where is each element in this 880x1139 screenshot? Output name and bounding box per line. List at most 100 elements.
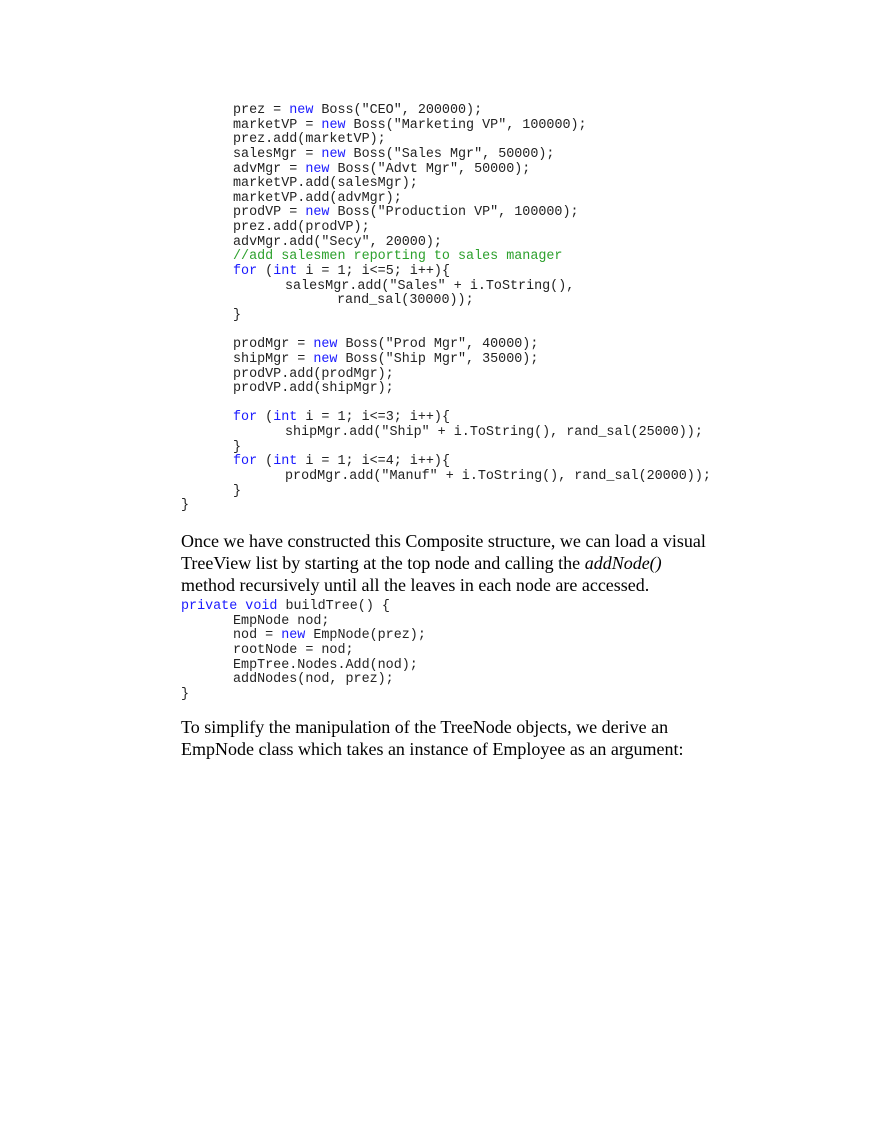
code-line: marketVP.add(salesMgr); xyxy=(181,176,711,192)
code-line: prodVP.add(prodMgr); xyxy=(181,366,711,383)
code-line: prez.add(prodVP); xyxy=(181,220,711,236)
text-line: Once we have constructed this Composite … xyxy=(181,530,706,552)
code-line: advMgr = new Boss("Advt Mgr", 50000); xyxy=(181,161,711,178)
code-token: } xyxy=(181,498,190,514)
code-line: marketVP.add(advMgr); xyxy=(181,190,711,207)
code-keyword: new xyxy=(313,351,338,367)
code-token: marketVP.add(advMgr); xyxy=(233,190,402,206)
code-keyword: for xyxy=(233,454,258,470)
code-token: buildTree() { xyxy=(277,599,390,614)
code-line: } xyxy=(181,483,711,500)
code-token: Boss("Sales Mgr", 50000); xyxy=(345,146,555,162)
code-line: } xyxy=(181,307,711,324)
paragraph-composite-treeview: Once we have constructed this Composite … xyxy=(181,530,706,596)
text-line: method recursively until all the leaves … xyxy=(181,574,706,596)
code-keyword: new xyxy=(313,337,338,353)
code-token: prez = xyxy=(233,103,290,118)
code-line: EmpTree.Nodes.Add(nod); xyxy=(181,657,426,674)
code-keyword: int xyxy=(273,410,298,426)
code-line: } xyxy=(181,687,426,703)
code-line: marketVP = new Boss("Marketing VP", 1000… xyxy=(181,117,711,134)
code-token: advMgr = xyxy=(233,161,306,177)
code-token: } xyxy=(233,307,242,323)
code-token: addNodes(nod, prez); xyxy=(233,672,394,688)
code-line: prodMgr = new Boss("Prod Mgr", 40000); xyxy=(181,337,711,353)
code-keyword: new xyxy=(321,117,346,133)
code-token: Boss("Ship Mgr", 35000); xyxy=(337,351,539,367)
code-token: rand_sal(30000)); xyxy=(337,293,474,309)
code-keyword: int xyxy=(273,454,298,470)
code-line: prodVP.add(shipMgr); xyxy=(181,381,711,397)
code-token: i = 1; i<=4; i++){ xyxy=(297,454,450,470)
code-line: advMgr.add("Secy", 20000); xyxy=(181,234,711,251)
code-keyword: new xyxy=(321,146,346,162)
code-token: marketVP.add(salesMgr); xyxy=(233,176,418,192)
code-keyword: for xyxy=(233,264,258,280)
text-line: EmpNode class which takes an instance of… xyxy=(181,738,684,760)
code-line: rand_sal(30000)); xyxy=(181,294,711,309)
code-token: EmpTree.Nodes.Add(nod); xyxy=(233,657,418,673)
code-line: prez = new Boss("CEO", 200000); xyxy=(181,103,711,119)
code-line: } xyxy=(181,498,711,514)
code-line: shipMgr = new Boss("Ship Mgr", 35000); xyxy=(181,351,711,368)
code-block-build-employee-tree: prez = new Boss("CEO", 200000); marketVP … xyxy=(181,103,711,514)
code-token: Boss("Production VP", 100000); xyxy=(329,205,579,221)
code-token: prodMgr.add("Manuf" + i.ToString(), rand… xyxy=(285,469,711,485)
code-token: EmpNode(prez); xyxy=(305,628,426,644)
code-line: for (int i = 1; i<=5; i++){ xyxy=(181,264,711,280)
code-token: ( xyxy=(257,264,274,280)
code-keyword: for xyxy=(233,410,258,426)
code-token: prodVP.add(shipMgr); xyxy=(233,381,394,397)
code-keyword: new xyxy=(305,205,330,221)
paragraph-empnode-class: To simplify the manipulation of the Tree… xyxy=(181,716,684,760)
text-span: TreeView list by starting at the top nod… xyxy=(181,553,585,573)
code-line: rootNode = nod; xyxy=(181,642,426,659)
code-token: prodVP.add(prodMgr); xyxy=(233,366,394,382)
code-token: nod = xyxy=(233,628,282,644)
code-token: ( xyxy=(257,410,274,426)
code-line xyxy=(181,397,711,412)
code-keyword: int xyxy=(273,264,298,280)
text-span: EmpNode class which takes an instance of… xyxy=(181,739,684,759)
code-line: for (int i = 1; i<=3; i++){ xyxy=(181,411,711,426)
code-line: } xyxy=(181,439,711,456)
code-token: prodVP = xyxy=(233,205,306,221)
code-token: ( xyxy=(257,454,274,470)
code-line: shipMgr.add("Ship" + i.ToString(), rand_… xyxy=(181,425,711,441)
code-token: prez.add(marketVP); xyxy=(233,132,386,148)
code-token: prez.add(prodVP); xyxy=(233,220,370,236)
code-keyword: private xyxy=(181,599,238,614)
code-token: i = 1; i<=5; i++){ xyxy=(297,264,450,280)
code-token: i = 1; i<=3; i++){ xyxy=(297,410,450,426)
code-line: prodMgr.add("Manuf" + i.ToString(), rand… xyxy=(181,469,711,485)
italic-method-name: addNode() xyxy=(584,553,662,573)
code-token: shipMgr = xyxy=(233,351,314,367)
code-token: Boss("Advt Mgr", 50000); xyxy=(329,161,531,177)
code-line: private void buildTree() { xyxy=(181,599,426,615)
code-keyword: new xyxy=(281,628,306,644)
code-token: salesMgr = xyxy=(233,146,322,162)
code-token: EmpNode nod; xyxy=(233,613,330,629)
code-line: for (int i = 1; i<=4; i++){ xyxy=(181,455,711,470)
code-token: Boss("CEO", 200000); xyxy=(313,103,483,118)
code-line xyxy=(181,324,711,339)
code-token: Boss("Marketing VP", 100000); xyxy=(345,117,587,133)
text-span: Once we have constructed this Composite … xyxy=(181,531,706,551)
text-line: TreeView list by starting at the top nod… xyxy=(181,552,706,574)
code-line: addNodes(nod, prez); xyxy=(181,672,426,688)
code-token: advMgr.add("Secy", 20000); xyxy=(233,234,442,250)
code-line: nod = new EmpNode(prez); xyxy=(181,628,426,644)
code-token: } xyxy=(233,483,242,499)
code-token: prodMgr = xyxy=(233,337,314,353)
code-token: } xyxy=(233,439,242,455)
code-token: rootNode = nod; xyxy=(233,642,354,658)
code-token: Boss("Prod Mgr", 40000); xyxy=(337,337,539,353)
text-line: To simplify the manipulation of the Tree… xyxy=(181,716,684,738)
code-line: prodVP = new Boss("Production VP", 10000… xyxy=(181,206,711,221)
text-span: method recursively until all the leaves … xyxy=(181,575,650,595)
code-keyword: new xyxy=(305,161,330,177)
code-token: salesMgr.add("Sales" + i.ToString(), xyxy=(285,278,575,294)
code-token: shipMgr.add("Ship" + i.ToString(), rand_… xyxy=(285,425,703,441)
code-keyword: new xyxy=(289,103,314,118)
code-comment: //add salesmen reporting to sales manage… xyxy=(233,249,563,265)
